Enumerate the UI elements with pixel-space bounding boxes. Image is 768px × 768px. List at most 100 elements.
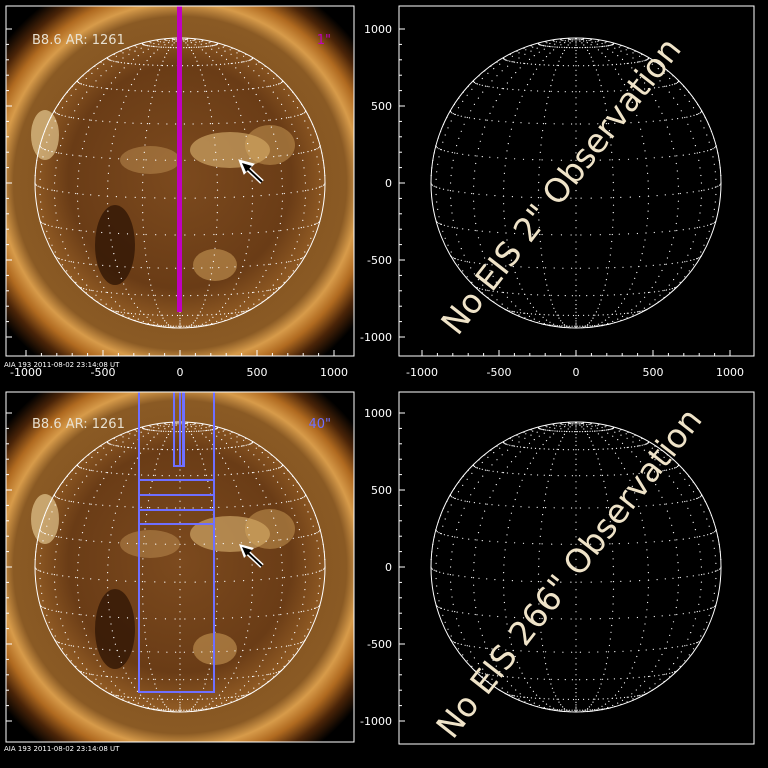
grid-dot: [602, 698, 604, 700]
grid-dot: [162, 60, 164, 62]
grid-dot: [106, 291, 109, 294]
grid-dot: [468, 261, 471, 263]
grid-dot: [688, 654, 690, 656]
grid-dot: [317, 592, 319, 595]
grid-dot: [511, 439, 513, 441]
grid-dot: [51, 244, 53, 246]
grid-dot: [270, 126, 272, 128]
grid-dot: [658, 490, 660, 492]
grid-dot: [479, 118, 481, 120]
grid-dot: [323, 184, 325, 186]
grid-dot: [570, 159, 572, 161]
grid-dot: [225, 686, 227, 688]
grid-dot: [161, 475, 163, 477]
grid-dot: [700, 495, 702, 497]
grid-dot: [604, 45, 606, 47]
x-tick-label: 500: [247, 366, 268, 379]
grid-dot: [272, 284, 274, 286]
grid-dot: [79, 162, 81, 165]
grid-dot: [454, 642, 456, 644]
grid-dot: [175, 679, 177, 681]
grid-dot: [431, 568, 433, 570]
grid-dot: [122, 698, 124, 700]
grid-dot: [160, 325, 162, 327]
grid-dot: [696, 497, 698, 500]
grid-dot: [265, 653, 267, 656]
grid-dot: [74, 110, 76, 112]
grid-dot: [458, 191, 460, 193]
grid-dot: [580, 234, 582, 236]
grid-dot: [100, 291, 103, 293]
grid-dot: [464, 576, 466, 578]
grid-dot: [211, 429, 213, 431]
grid-dot: [512, 121, 514, 123]
grid-dot: [580, 197, 582, 199]
grid-dot: [677, 646, 679, 648]
grid-dot: [560, 44, 562, 46]
grid-dot: [476, 539, 478, 541]
eis-2arcsec-panel: No EIS 2" Observation -1000 -500 0 500 1000 …: [360, 5, 755, 379]
grid-dot: [558, 325, 561, 327]
grid-dot: [486, 119, 488, 121]
grid-dot: [706, 621, 708, 623]
grid-dot: [698, 641, 700, 643]
grid-dot: [248, 150, 250, 152]
grid-dot: [209, 507, 211, 509]
grid-dot: [107, 203, 109, 205]
grid-dot: [579, 295, 581, 297]
grid-dot: [462, 484, 464, 486]
grid-dot: [626, 696, 628, 698]
grid-dot: [206, 45, 208, 48]
grid-dot: [575, 428, 577, 430]
grid-dot: [717, 185, 719, 187]
grid-dot: [130, 468, 133, 470]
grid-dot: [665, 673, 668, 675]
grid-dot: [213, 137, 215, 139]
grid-dot: [553, 49, 555, 51]
grid-dot: [623, 696, 626, 699]
grid-dot: [647, 564, 649, 566]
grid-dot: [157, 74, 159, 76]
grid-dot: [179, 632, 181, 634]
grid-dot: [575, 227, 577, 229]
grid-dot: [537, 90, 539, 92]
grid-dot: [224, 50, 226, 52]
grid-dot: [438, 540, 440, 542]
grid-dot: [243, 310, 245, 312]
grid-dot: [214, 197, 216, 199]
grid-dot: [682, 613, 684, 615]
grid-dot: [550, 474, 552, 476]
grid-dot: [654, 299, 656, 301]
grid-dot: [684, 645, 686, 647]
grid-dot: [165, 430, 167, 432]
grid-dot: [647, 594, 649, 596]
grid-dot: [450, 558, 452, 561]
grid-dot: [551, 159, 553, 161]
grid-dot: [626, 677, 628, 679]
grid-dot: [546, 426, 548, 428]
grid-dot: [192, 651, 194, 653]
grid-dot: [171, 44, 173, 46]
grid-dot: [238, 695, 240, 697]
grid-dot: [514, 655, 516, 658]
grid-dot: [179, 706, 181, 708]
grid-dot: [234, 446, 237, 448]
grid-dot: [610, 581, 612, 583]
grid-dot: [509, 637, 511, 639]
grid-dot: [144, 581, 146, 583]
grid-dot: [316, 600, 318, 602]
grid-dot: [231, 233, 234, 235]
grid-dot: [600, 678, 602, 681]
grid-dot: [714, 147, 716, 149]
grid-dot: [201, 707, 203, 709]
grid-dot: [492, 674, 494, 676]
grid-dot: [543, 48, 545, 50]
grid-dot: [226, 506, 228, 508]
grid-dot: [202, 430, 204, 432]
grid-dot: [664, 673, 666, 675]
grid-dot: [460, 259, 462, 261]
grid-dot: [541, 159, 543, 161]
grid-dot: [262, 275, 264, 277]
grid-dot: [215, 543, 217, 545]
grid-dot: [70, 276, 72, 278]
